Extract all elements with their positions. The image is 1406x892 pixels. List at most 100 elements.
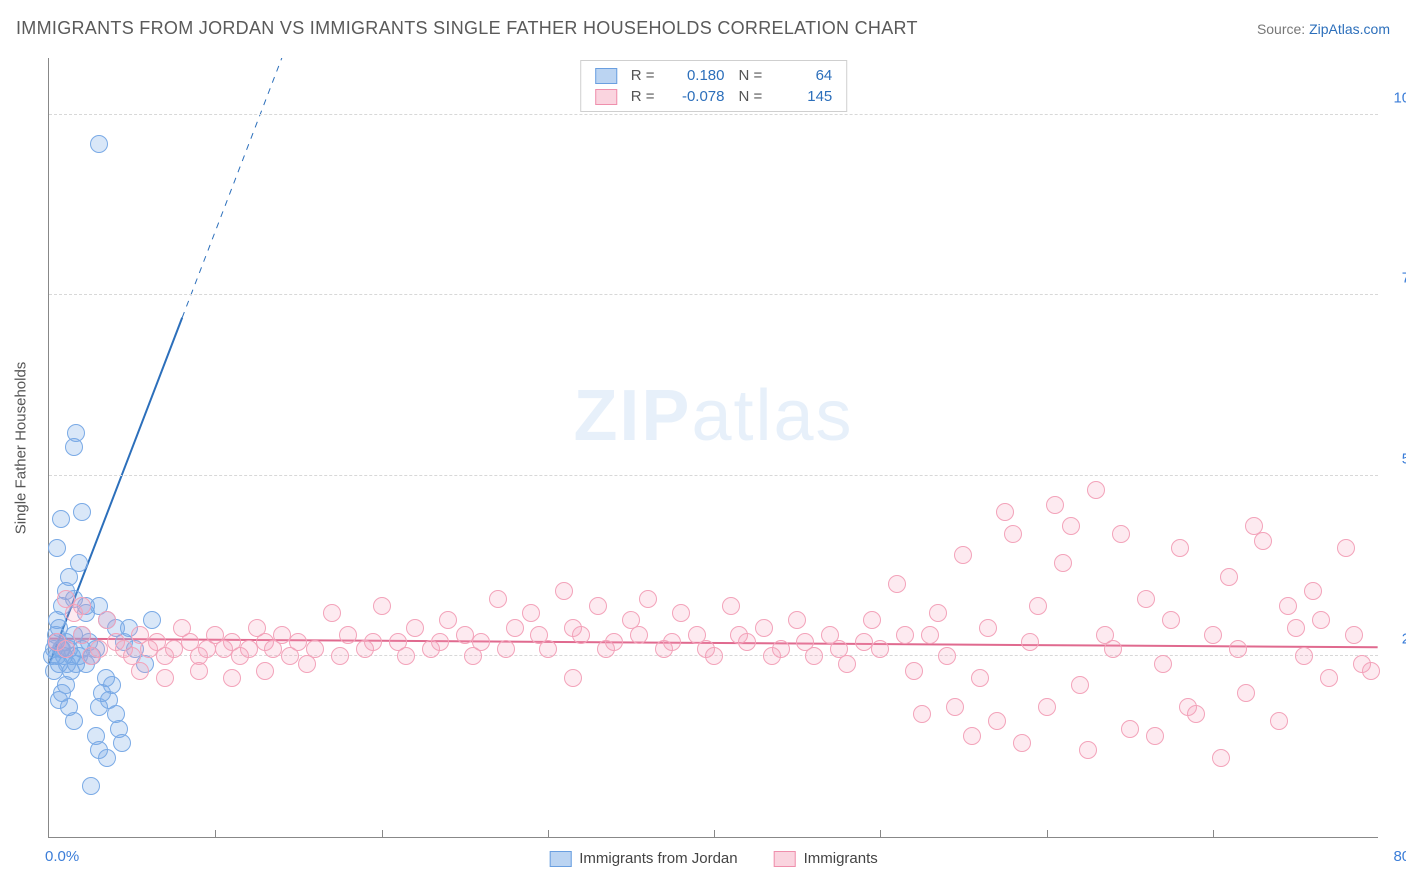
data-point — [1212, 749, 1230, 767]
legend-item-immigrants: Immigrants — [774, 850, 878, 867]
data-point — [131, 662, 149, 680]
data-point — [103, 676, 121, 694]
data-point — [50, 691, 68, 709]
data-point — [1112, 525, 1130, 543]
source-attribution: Source: ZipAtlas.com — [1257, 21, 1390, 37]
data-point — [1013, 734, 1031, 752]
swatch-pink — [774, 851, 796, 867]
data-point — [113, 734, 131, 752]
data-point — [929, 604, 947, 622]
trend-lines — [49, 58, 1378, 837]
data-point — [971, 669, 989, 687]
data-point — [963, 727, 981, 745]
data-point — [1204, 626, 1222, 644]
x-tick — [1047, 830, 1048, 838]
data-point — [1046, 496, 1064, 514]
data-point — [871, 640, 889, 658]
x-tick — [714, 830, 715, 838]
data-point — [597, 640, 615, 658]
x-tick — [215, 830, 216, 838]
data-point — [456, 626, 474, 644]
data-point — [888, 575, 906, 593]
data-point — [564, 669, 582, 687]
y-tick-label: 7.5% — [1402, 270, 1406, 287]
data-point — [190, 662, 208, 680]
data-point — [48, 539, 66, 557]
data-point — [589, 597, 607, 615]
data-point — [1154, 655, 1172, 673]
data-point — [522, 604, 540, 622]
data-point — [497, 640, 515, 658]
data-point — [1229, 640, 1247, 658]
data-point — [240, 640, 258, 658]
y-axis-title: Single Father Households — [13, 361, 30, 534]
watermark: ZIPatlas — [573, 375, 853, 457]
data-point — [98, 611, 116, 629]
legend-item-jordan: Immigrants from Jordan — [549, 850, 737, 867]
data-point — [1279, 597, 1297, 615]
data-point — [1295, 647, 1313, 665]
data-point — [1038, 698, 1056, 716]
swatch-blue — [595, 68, 617, 84]
data-point — [156, 669, 174, 687]
data-point — [996, 503, 1014, 521]
x-tick — [1213, 830, 1214, 838]
data-point — [697, 640, 715, 658]
scatter-chart: Single Father Households ZIPatlas R = 0.… — [48, 58, 1378, 838]
y-tick-label: 2.5% — [1402, 631, 1406, 648]
data-point — [73, 503, 91, 521]
data-point — [331, 647, 349, 665]
data-point — [1312, 611, 1330, 629]
source-link[interactable]: ZipAtlas.com — [1309, 21, 1390, 37]
data-point — [1062, 517, 1080, 535]
data-point — [67, 424, 85, 442]
data-point — [1087, 481, 1105, 499]
data-point — [1320, 669, 1338, 687]
data-point — [373, 597, 391, 615]
data-point — [1304, 582, 1322, 600]
data-point — [1021, 633, 1039, 651]
data-point — [464, 647, 482, 665]
data-point — [1337, 539, 1355, 557]
data-point — [763, 647, 781, 665]
data-point — [1096, 626, 1114, 644]
data-point — [289, 633, 307, 651]
data-point — [639, 590, 657, 608]
data-point — [630, 626, 648, 644]
data-point — [896, 626, 914, 644]
data-point — [1345, 626, 1363, 644]
data-point — [489, 590, 507, 608]
data-point — [52, 510, 70, 528]
correlation-legend: R = 0.180 N = 64 R = -0.078 N = 145 — [580, 60, 848, 112]
data-point — [70, 554, 88, 572]
data-point — [1220, 568, 1238, 586]
data-point — [223, 669, 241, 687]
x-axis-end: 80.0% — [1393, 848, 1406, 865]
data-point — [855, 633, 873, 651]
data-point — [1171, 539, 1189, 557]
data-point — [979, 619, 997, 637]
chart-title: IMMIGRANTS FROM JORDAN VS IMMIGRANTS SIN… — [16, 18, 918, 39]
data-point — [1137, 590, 1155, 608]
data-point — [921, 626, 939, 644]
y-tick-label: 10.0% — [1393, 89, 1406, 106]
series-legend: Immigrants from Jordan Immigrants — [549, 850, 878, 867]
data-point — [65, 712, 83, 730]
data-point — [57, 590, 75, 608]
data-point — [1237, 684, 1255, 702]
data-point — [90, 640, 108, 658]
data-point — [1071, 676, 1089, 694]
data-point — [364, 633, 382, 651]
data-point — [946, 698, 964, 716]
data-point — [256, 662, 274, 680]
data-point — [1362, 662, 1380, 680]
legend-row-jordan: R = 0.180 N = 64 — [581, 65, 847, 86]
data-point — [1121, 720, 1139, 738]
x-tick — [880, 830, 881, 838]
data-point — [397, 647, 415, 665]
data-point — [506, 619, 524, 637]
data-point — [439, 611, 457, 629]
data-point — [730, 626, 748, 644]
data-point — [555, 582, 573, 600]
data-point — [954, 546, 972, 564]
